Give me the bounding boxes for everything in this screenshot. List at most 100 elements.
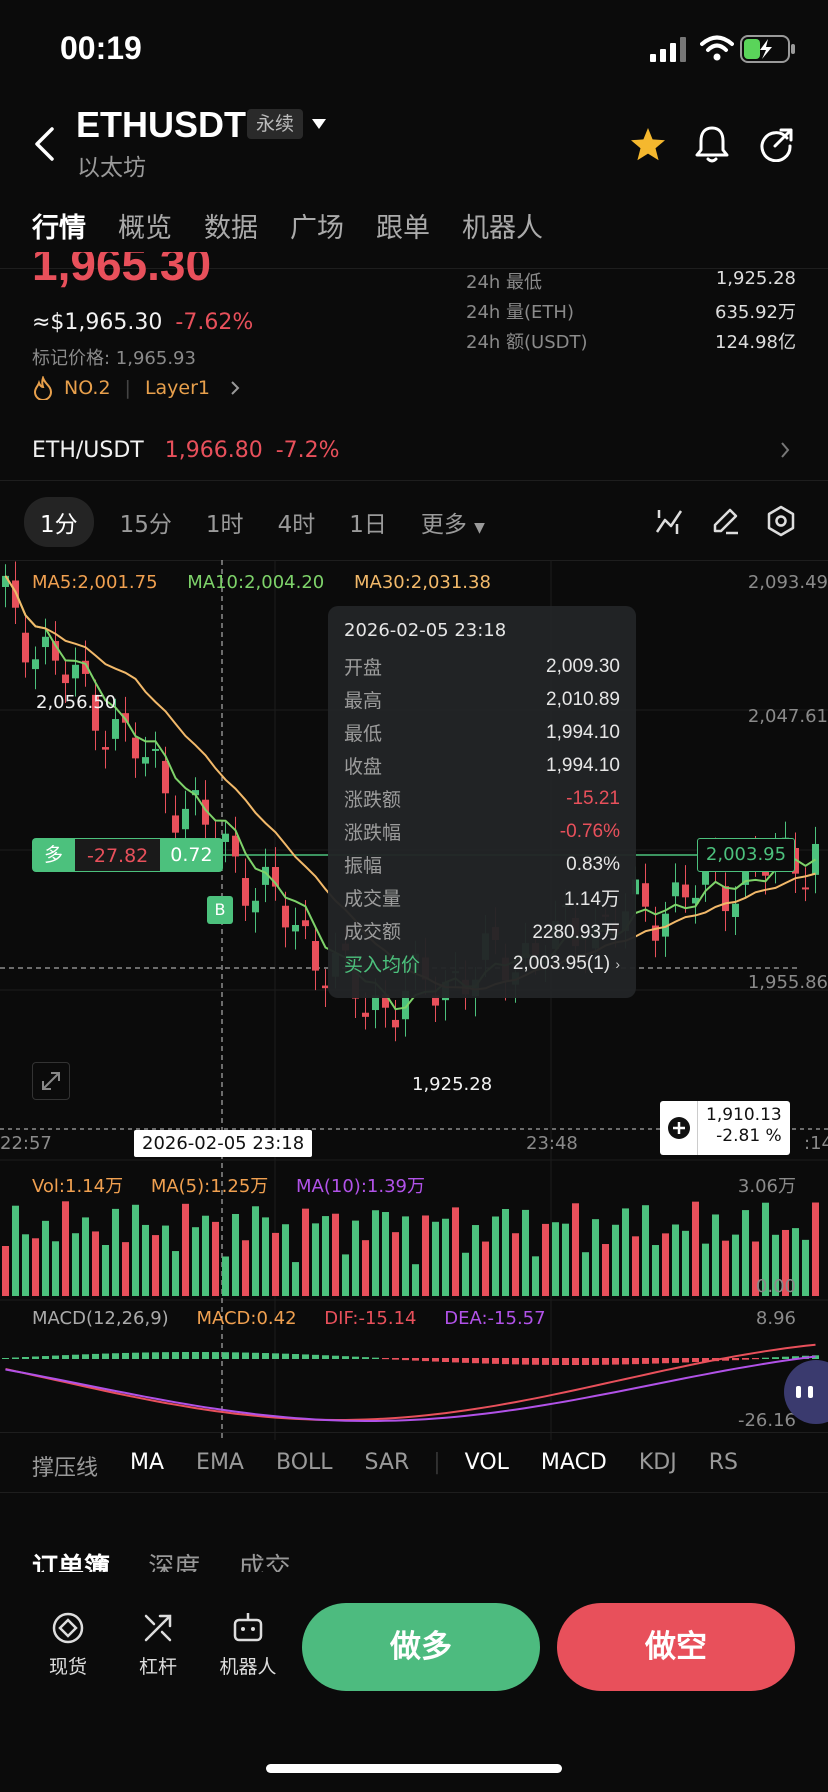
vol-ma10-legend: MA(10):1.39万: [296, 1176, 425, 1197]
macd-bar: [452, 1358, 459, 1363]
tab-square[interactable]: 广场: [290, 213, 344, 244]
volume-bar: [692, 1201, 699, 1296]
ind-support[interactable]: 撑压线: [32, 1456, 99, 1481]
assistant-bubble[interactable]: [784, 1360, 828, 1424]
high-price-marker: 2,056.50: [36, 692, 117, 713]
candle-body: [202, 799, 209, 825]
candle-body: [642, 883, 649, 907]
candle-body: [432, 995, 439, 1006]
macd-bar: [402, 1358, 409, 1361]
candle-body: [682, 884, 689, 898]
tooltip-row-value: 2,010.89: [546, 688, 620, 710]
fullscreen-button[interactable]: [32, 1062, 70, 1100]
volume-bar: [392, 1232, 399, 1296]
share-icon[interactable]: [757, 126, 795, 162]
position-tag[interactable]: 多 -27.82 0.72: [32, 838, 223, 872]
volume-bar: [242, 1240, 249, 1296]
tab-market[interactable]: 行情: [32, 213, 86, 244]
ind-ema[interactable]: EMA: [196, 1450, 244, 1475]
tf-1d[interactable]: 1日: [349, 512, 387, 538]
volume-bar: [502, 1209, 509, 1296]
x-axis-label-start: 22:57: [0, 1133, 52, 1154]
volume-bar: [212, 1221, 219, 1296]
tab-copy-trading[interactable]: 跟单: [376, 213, 430, 244]
nav-spot-label: 现货: [48, 1656, 87, 1678]
candle-body: [42, 636, 49, 648]
macd-bar: [582, 1358, 589, 1365]
volume-bar: [172, 1251, 179, 1296]
last-price: 1,965.30: [32, 252, 212, 290]
tf-15m[interactable]: 15分: [119, 512, 172, 538]
macd-bar: [652, 1358, 659, 1364]
tf-more[interactable]: 更多 ▼: [421, 505, 485, 539]
open-short-button[interactable]: 做空: [557, 1603, 795, 1691]
macd-bar: [312, 1354, 319, 1359]
chart-settings-icon[interactable]: [766, 505, 796, 537]
symbol-title[interactable]: ETHUSDT: [76, 104, 246, 145]
ind-vol[interactable]: VOL: [464, 1450, 509, 1475]
plus-circle-icon: [667, 1117, 690, 1139]
spot-pair-price: 1,966.80: [164, 438, 263, 463]
low-price-marker: 1,925.28: [412, 1074, 493, 1095]
back-arrow-icon[interactable]: [32, 126, 56, 162]
spot-pair-row[interactable]: ETH/USDT 1,966.80 -7.2%: [32, 438, 340, 463]
macd-bar: [782, 1356, 789, 1359]
ind-ma[interactable]: MA: [130, 1450, 165, 1475]
tab-overview[interactable]: 概览: [118, 213, 172, 244]
tf-4h[interactable]: 4时: [277, 512, 316, 538]
nav-robot[interactable]: 机器人: [212, 1608, 284, 1679]
indicator-tabs: 撑压线 MA EMA BOLL SAR | VOL MACD KDJ RS: [0, 1450, 828, 1482]
macd-bar: [162, 1352, 169, 1359]
macd-bar: [442, 1358, 449, 1363]
macd-bar: [412, 1358, 419, 1361]
candle-body: [362, 1012, 369, 1017]
candle-body: [812, 843, 819, 875]
volume-bar: [612, 1224, 619, 1296]
tooltip-date: 2026-02-05 23:18: [344, 620, 507, 641]
volume-bar: [542, 1223, 549, 1296]
home-indicator: [266, 1764, 562, 1773]
price-alert-bell-icon[interactable]: [694, 124, 730, 164]
candle-body: [672, 882, 679, 897]
ind-macd[interactable]: MACD: [540, 1450, 607, 1475]
ind-kdj[interactable]: KDJ: [638, 1450, 677, 1475]
macd-bar: [662, 1358, 669, 1364]
tab-data[interactable]: 数据: [204, 213, 258, 244]
chevron-right-icon[interactable]: [780, 441, 790, 459]
favorite-star-icon[interactable]: [629, 126, 667, 162]
tooltip-row-value: 2280.93万: [532, 922, 620, 943]
candle-body: [382, 994, 389, 1008]
candle-body: [242, 878, 249, 906]
volume-bar: [572, 1203, 579, 1296]
tf-1h[interactable]: 1时: [205, 512, 244, 538]
last-price-box[interactable]: 1,910.13 -2.81 %: [660, 1101, 790, 1155]
vol-axis-max: 3.06万: [737, 1176, 796, 1197]
indicator-icon[interactable]: [654, 506, 684, 536]
candle-body: [162, 760, 169, 794]
symbol-dropdown-icon[interactable]: [311, 118, 327, 130]
rank-tag-row[interactable]: NO.2 | Layer1: [32, 376, 240, 400]
nav-leverage[interactable]: 杠杆: [122, 1608, 194, 1679]
tf-1m[interactable]: 1分: [24, 497, 94, 547]
open-long-button[interactable]: 做多: [302, 1603, 540, 1691]
volume-bar: [802, 1239, 809, 1296]
candle-body: [722, 886, 729, 912]
tab-orderbook[interactable]: 订单簿: [32, 1553, 111, 1572]
ind-rsi[interactable]: RS: [708, 1450, 738, 1475]
draw-pencil-icon[interactable]: [710, 506, 740, 536]
candle-body: [792, 847, 799, 874]
ind-boll[interactable]: BOLL: [275, 1450, 333, 1475]
add-order-button[interactable]: [660, 1101, 698, 1155]
tab-bots[interactable]: 机器人: [462, 213, 543, 244]
tab-depth[interactable]: 深度: [148, 1553, 201, 1572]
volume-bar: [582, 1252, 589, 1296]
macd-dea: DEA:-15.57: [444, 1308, 546, 1329]
tooltip-avg-row[interactable]: 买入均价 2,003.95(1) ›: [344, 947, 620, 980]
ind-sar[interactable]: SAR: [364, 1450, 410, 1475]
candle-body: [92, 694, 99, 731]
volume-bar: [2, 1246, 9, 1296]
nav-spot[interactable]: 现货: [32, 1608, 104, 1679]
wifi-icon: [700, 35, 734, 61]
tab-trades[interactable]: 成交: [238, 1553, 291, 1572]
volume-bar: [62, 1201, 69, 1296]
